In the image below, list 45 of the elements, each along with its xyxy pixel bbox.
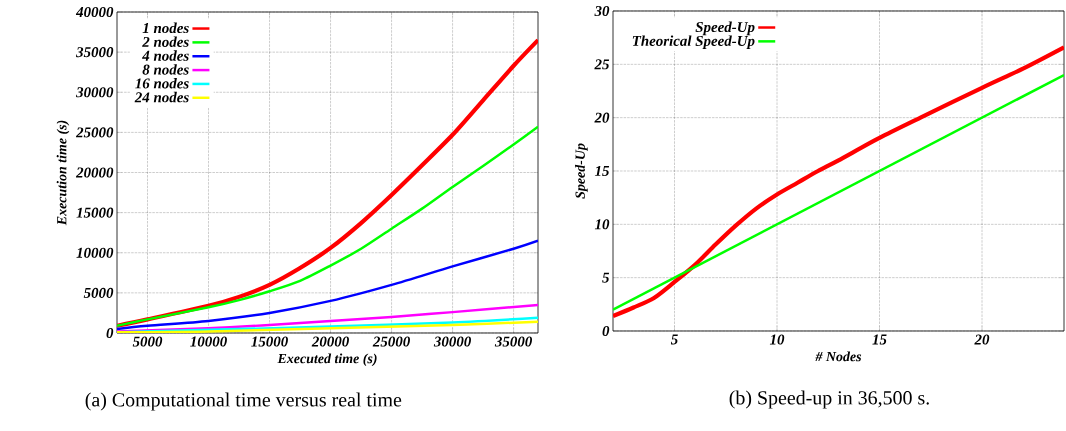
- y-tick-label: 10000: [76, 247, 114, 258]
- text: (b) Speed-up in 36,500 s.: [729, 390, 929, 409]
- x-tick-label: 30000: [433, 336, 471, 347]
- x-axis-title: # Nodes: [815, 351, 862, 362]
- legend-label: 8 nodes: [142, 64, 189, 75]
- y-axis-title: Execution time (s): [56, 120, 70, 226]
- y-tick-label: 0: [602, 325, 610, 337]
- x-tick-label: 5000: [132, 336, 163, 347]
- text: (a) Computational time versus real time: [85, 392, 402, 411]
- legend-label: 1 nodes: [142, 22, 189, 34]
- x-tick-label: 5: [670, 334, 678, 345]
- y-tick-label: 25000: [75, 127, 114, 138]
- legend-label: 2 nodes: [142, 36, 189, 47]
- legend-label: 4 nodes: [142, 50, 189, 61]
- x-tick-label: 20: [974, 334, 990, 345]
- y-axis-title: Speed-Up: [575, 143, 588, 199]
- line-series: [117, 239, 539, 331]
- y-tick-label: 40000: [75, 6, 114, 18]
- line-series: [117, 125, 539, 328]
- y-tick-label: 30000: [76, 87, 114, 98]
- y-tick-label: 15000: [76, 207, 114, 218]
- y-tick-label: 20000: [75, 167, 114, 178]
- y-tick-label: 5: [602, 272, 610, 283]
- x-tick-label: 25000: [372, 336, 410, 347]
- legend-label: 24 nodes: [134, 91, 189, 103]
- y-tick-label: 15: [594, 166, 610, 176]
- x-tick-label: 35000: [494, 336, 533, 347]
- y-tick-label: 5000: [83, 287, 114, 298]
- legend-label: Speed-Up: [695, 21, 755, 36]
- y-tick-label: 0: [106, 327, 114, 339]
- x-tick-label: 15: [872, 334, 887, 345]
- line-series: [117, 320, 539, 333]
- y-tick-label: 35000: [76, 47, 114, 58]
- legend-label: Theorical Speed-Up: [632, 35, 755, 49]
- legend-label: 16 nodes: [135, 78, 189, 89]
- y-tick-label: 30: [594, 5, 610, 17]
- line-series: [117, 303, 539, 333]
- y-tick-label: 10: [594, 219, 610, 230]
- y-tick-label: 25: [594, 59, 610, 70]
- x-axis-title: Executed time (s): [277, 353, 377, 367]
- x-tick-label: 10000: [190, 336, 227, 347]
- y-tick-label: 20: [594, 112, 610, 123]
- x-tick-label: 20000: [311, 336, 349, 347]
- x-tick-label: 10: [769, 334, 785, 345]
- x-tick-label: 15000: [251, 336, 288, 347]
